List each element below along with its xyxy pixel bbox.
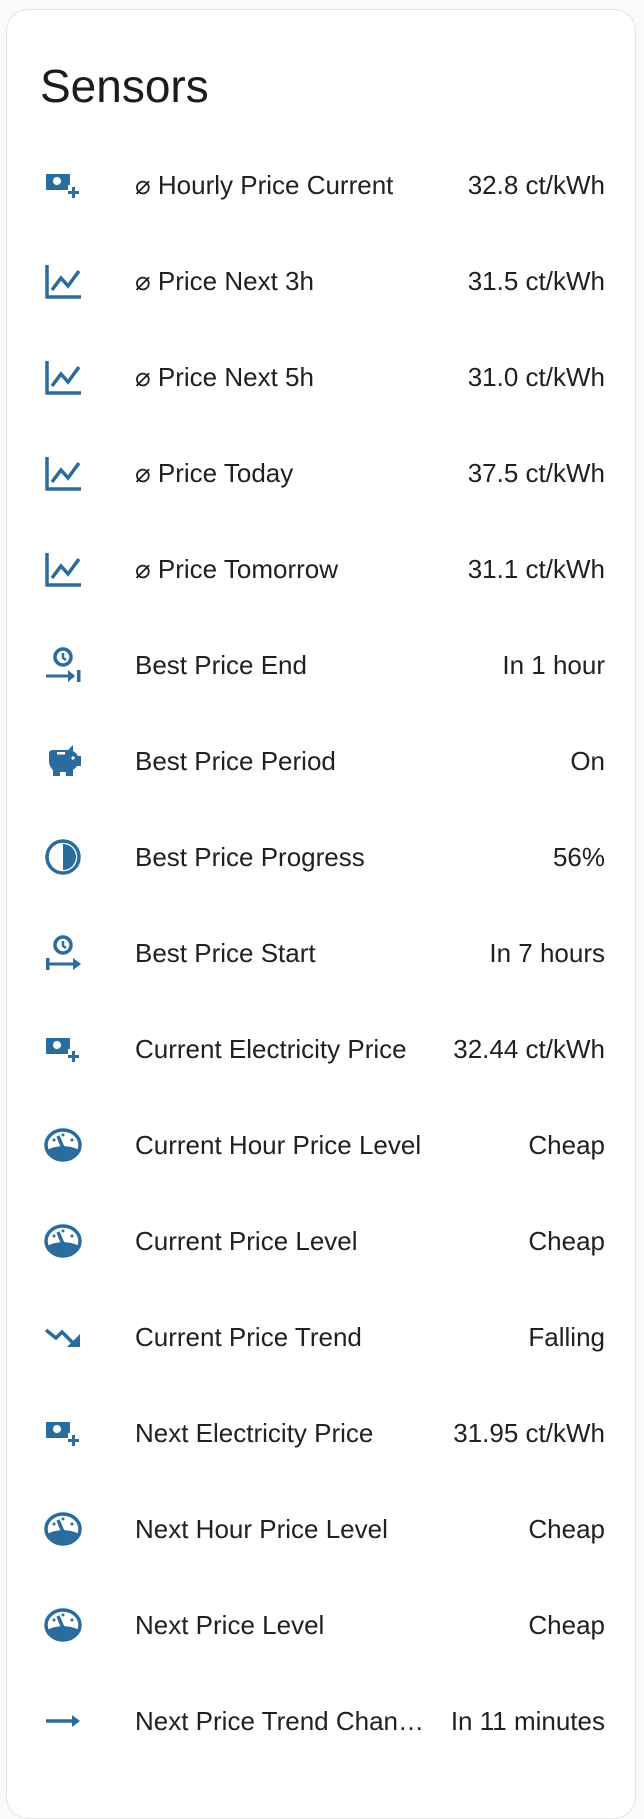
chart-line-icon [43,453,83,493]
sensor-label: Next Electricity Price [135,1418,374,1448]
gauge-icon [43,1605,83,1645]
sensor-value: 37.5 ct/kWh [467,458,605,488]
sensor-label: ⌀ Price Next 5h [135,362,314,392]
sensor-row[interactable]: Best Price Progress 56% [7,809,637,905]
sensor-value: In 7 hours [489,938,605,968]
sensor-row[interactable]: Current Electricity Price 32.44 ct/kWh [7,1001,637,1097]
sensor-value: 31.1 ct/kWh [467,554,605,584]
sensor-row[interactable]: ⌀ Price Tomorrow 31.1 ct/kWh [7,521,637,617]
card-title: Sensors [40,60,209,112]
gauge-icon [43,1509,83,1549]
sensor-row[interactable]: Current Hour Price Level Cheap [7,1097,637,1193]
sensor-value: 32.44 ct/kWh [453,1034,605,1064]
sensor-value: 31.95 ct/kWh [453,1418,605,1448]
gauge-icon [43,1221,83,1261]
sensor-row[interactable]: ⌀ Price Next 3h 31.5 ct/kWh [7,233,637,329]
sensor-row[interactable]: Next Hour Price Level Cheap [7,1481,637,1577]
piggy-bank-icon [43,741,83,781]
sensor-value: 56% [552,842,605,872]
chart-line-icon [43,357,83,397]
sensor-label: Best Price Progress [135,842,365,872]
sensor-label: ⌀ Hourly Price Current [135,170,394,200]
sensor-value: Cheap [528,1130,605,1160]
sensor-label: Current Price Trend [135,1322,362,1352]
sensor-row[interactable]: Next Electricity Price 31.95 ct/kWh [7,1385,637,1481]
trending-down-icon [43,1317,83,1357]
sensor-value: Cheap [528,1226,605,1256]
sensor-row[interactable]: ⌀ Price Today 37.5 ct/kWh [7,425,637,521]
sensor-value: Falling [528,1322,605,1352]
sensor-label: Best Price End [135,650,307,680]
sensor-value: 31.0 ct/kWh [467,362,605,392]
sensor-value: 31.5 ct/kWh [467,266,605,296]
sensor-value: Cheap [528,1514,605,1544]
sensor-label: Next Hour Price Level [135,1514,388,1544]
sensor-row[interactable]: Current Price Trend Falling [7,1289,637,1385]
sensor-value: In 11 minutes [450,1706,605,1736]
sensor-row[interactable]: Next Price Level Cheap [7,1577,637,1673]
sensor-label: ⌀ Price Today [135,458,294,488]
sensor-row[interactable]: Best Price End In 1 hour [7,617,637,713]
chart-line-icon [43,261,83,301]
sensor-label: ⌀ Price Tomorrow [135,554,338,584]
circle-half-icon [43,837,83,877]
clock-end-icon [43,645,83,685]
gauge-icon [43,1125,83,1165]
sensor-value: Cheap [528,1610,605,1640]
sensor-value: 32.8 ct/kWh [467,170,605,200]
sensors-card: Sensors ⌀ Hourly Price Current 32.8 ct/k… [6,9,636,1819]
sensor-label: Next Price Trend Change [135,1706,425,1736]
sensor-label: Best Price Start [135,938,316,968]
sensor-label: Current Price Level [135,1226,358,1256]
arrow-right-icon [43,1701,83,1741]
sensor-value: In 1 hour [502,650,605,680]
sensor-label: Best Price Period [135,746,336,776]
sensor-label: ⌀ Price Next 3h [135,266,314,296]
sensor-row[interactable]: Best Price Period On [7,713,637,809]
cash-plus-icon [43,165,83,205]
sensor-row[interactable]: Next Price Trend Change In 11 minutes [7,1673,637,1769]
cash-plus-icon [43,1029,83,1069]
sensor-row[interactable]: ⌀ Price Next 5h 31.0 ct/kWh [7,329,637,425]
clock-start-icon [43,933,83,973]
sensor-label: Current Electricity Price [135,1034,407,1064]
chart-line-icon [43,549,83,589]
sensor-label: Next Price Level [135,1610,325,1640]
sensor-label: Current Hour Price Level [135,1130,422,1160]
sensor-row[interactable]: ⌀ Hourly Price Current 32.8 ct/kWh [7,137,637,233]
cash-plus-icon [43,1413,83,1453]
sensor-value: On [570,746,605,776]
sensor-row[interactable]: Best Price Start In 7 hours [7,905,637,1001]
sensor-row[interactable]: Current Price Level Cheap [7,1193,637,1289]
